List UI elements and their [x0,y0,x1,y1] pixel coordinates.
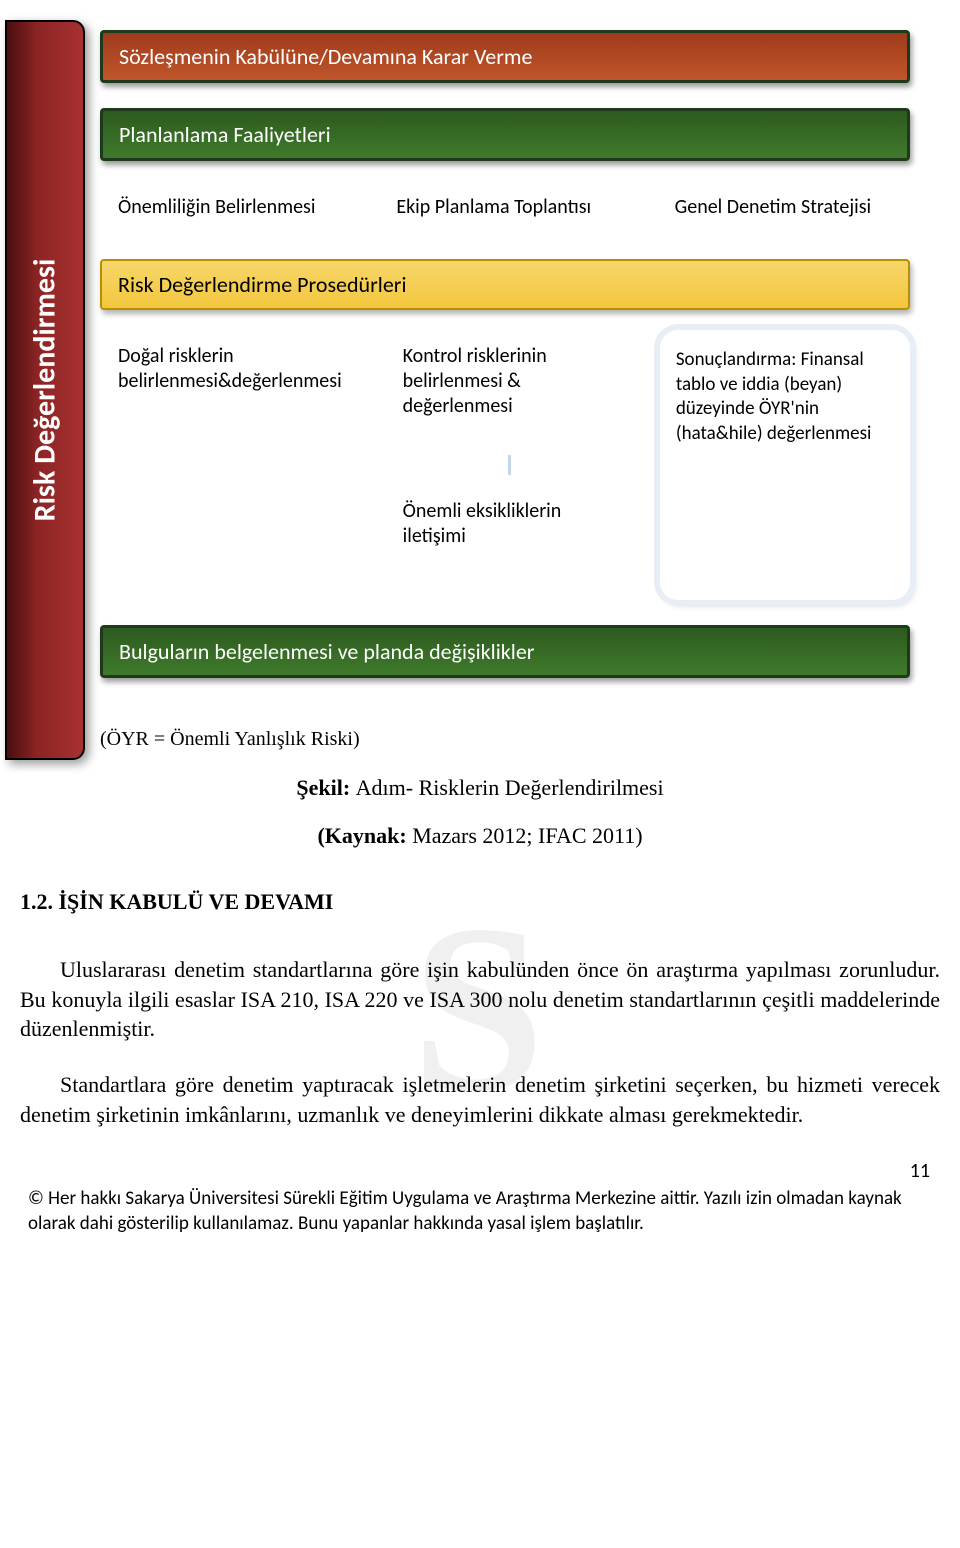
col-conclusion: Sonuçlandırma: Finansal tablo ve iddia (… [660,330,910,600]
row-risk-items: Doğal risklerin belirlenmesi&değerlenmes… [100,330,910,600]
body-text: (ÖYR = Önemli Yanlışlık Riski) Şekil: Ad… [20,728,940,1129]
legal-footer: © Her hakkı Sakarya Üniversitesi Sürekli… [0,1187,960,1250]
abbrev-note: (ÖYR = Önemli Yanlışlık Riski) [100,728,940,751]
col-control-risk: Kontrol risklerinin belirlenmesi & değer… [385,330,635,600]
sidebar-label: Risk Değerlendirmesi [27,259,64,522]
figure-caption-prefix: Şekil: [296,775,355,800]
box-conclusion: Sonuçlandırma: Finansal tablo ve iddia (… [660,330,910,600]
bar-top: Sözleşmenin Kabülüne/Devamına Karar Verm… [100,30,910,83]
figure-caption-text: Adım- Risklerin Değerlendirilmesi [356,775,664,800]
bar-risk-procedures: Risk Değerlendirme Prosedürleri [100,259,910,310]
chev-materiality: Önemliliğin Belirlenmesi [100,181,353,234]
figure-source: (Kaynak: Mazars 2012; IFAC 2011) [20,823,940,849]
page-number: 11 [0,1159,930,1183]
flow-diagram: Risk Değerlendirmesi Sözleşmenin Kabülün… [60,30,930,678]
diagram-main: Sözleşmenin Kabülüne/Devamına Karar Verm… [100,30,910,678]
bar-planning: Planlanlama Faaliyetleri [100,108,910,161]
paragraph-1: Uluslararası denetim standartlarına göre… [20,955,940,1044]
section-heading: 1.2. İŞİN KABULÜ VE DEVAMI [20,889,940,915]
sidebar-vertical: Risk Değerlendirmesi [5,20,85,760]
chev-control-risk: Kontrol risklerinin belirlenmesi & değer… [385,330,635,445]
paragraph-2: Standartlara göre denetim yaptıracak işl… [20,1070,940,1129]
figure-caption: Şekil: Adım- Risklerin Değerlendirilmesi [20,775,940,801]
row-planning-items: Önemliliğin Belirlenmesi Ekip Planlama T… [100,181,910,234]
chev-team-meeting: Ekip Planlama Toplantısı [378,181,631,234]
page: Risk Değerlendirmesi Sözleşmenin Kabülün… [0,0,960,1271]
figure-source-text: Mazars 2012; IFAC 2011) [412,823,642,848]
bar-documentation: Bulguların belgelenmesi ve planda değişi… [100,625,910,678]
chev-audit-strategy: Genel Denetim Stratejisi [657,181,910,234]
figure-source-prefix: (Kaynak: [317,823,412,848]
chev-deficiency-comm: Önemli eksikliklerin iletişimi [385,485,635,600]
chev-inherent-risk: Doğal risklerin belirlenmesi&değerlenmes… [100,330,360,600]
connector-line [508,455,511,475]
col-inherent-risk: Doğal risklerin belirlenmesi&değerlenmes… [100,330,360,600]
